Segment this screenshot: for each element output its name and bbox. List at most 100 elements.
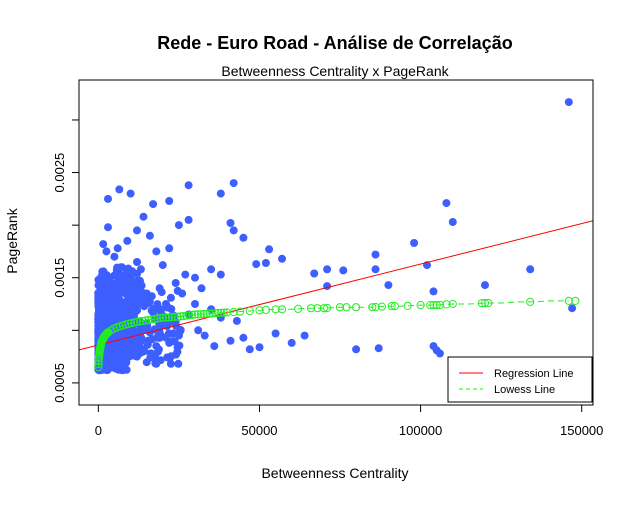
axes: 0 50000 100000 150000 0.0005 0.0015 0.0025 (52, 79, 603, 438)
data-point (323, 265, 332, 274)
data-point (115, 185, 124, 194)
data-point (371, 250, 380, 259)
lowess-point (477, 299, 486, 308)
lowess-point (571, 296, 580, 305)
data-point (104, 277, 113, 285)
data-point (371, 265, 380, 274)
chart-subtitle: Betweenness Centrality x PageRank (221, 63, 449, 79)
data-point (429, 287, 438, 296)
lowess-point (127, 319, 136, 328)
lowess-point (435, 300, 444, 309)
lowess-point (271, 305, 280, 314)
data-point (184, 215, 193, 224)
data-point (323, 282, 332, 291)
data-point (165, 244, 174, 253)
data-point (278, 254, 286, 263)
data-point (96, 288, 105, 297)
data-point (149, 304, 158, 313)
data-point (146, 353, 155, 362)
data-point (173, 347, 182, 356)
data-point (139, 212, 148, 221)
data-point (110, 314, 119, 323)
lowess-point (211, 309, 220, 318)
data-point (129, 349, 137, 358)
lowess-point (294, 304, 303, 313)
data-point (207, 265, 216, 274)
lowess-point (564, 296, 573, 305)
data-point (107, 283, 116, 292)
data-point (105, 345, 114, 354)
data-point (255, 343, 264, 352)
data-point (110, 252, 119, 261)
lowess-point (426, 301, 435, 310)
lowess-point (313, 304, 322, 313)
lowess-point (352, 303, 361, 312)
lowess-point (153, 314, 162, 323)
lowess-point (185, 311, 194, 320)
lowess-point (202, 309, 211, 318)
data-point (102, 247, 111, 256)
data-point (125, 289, 134, 298)
data-point (166, 293, 175, 302)
data-point (124, 264, 133, 273)
legend: Regression Line Lowess Line (447, 356, 593, 403)
data-point (120, 302, 129, 311)
data-point (140, 347, 149, 356)
data-point (200, 331, 209, 340)
data-point (135, 287, 144, 296)
data-point (122, 365, 131, 374)
data-point (232, 316, 241, 325)
data-point (261, 259, 270, 267)
data-point (98, 318, 107, 327)
x-tick-label: 0 (95, 423, 102, 438)
data-point (145, 298, 154, 307)
lowess-point (193, 310, 202, 319)
data-point (374, 344, 383, 353)
data-point (191, 300, 199, 308)
lowess-point (205, 309, 214, 318)
y-tick-label: 0.0025 (52, 153, 67, 193)
data-point (339, 266, 348, 275)
x-tick-label: 100000 (399, 423, 442, 438)
lowess-point (159, 313, 168, 322)
lowess-point (214, 308, 223, 318)
lowess-point (335, 303, 345, 312)
legend-box (447, 356, 593, 403)
data-point (104, 294, 113, 303)
y-tick-label: 0.0015 (52, 258, 67, 298)
data-point (133, 258, 141, 266)
lowess-point (480, 298, 490, 308)
data-point (126, 189, 135, 198)
data-point (145, 231, 154, 240)
data-point (99, 240, 108, 249)
lowess-point (199, 309, 208, 319)
lowess-point (429, 301, 438, 310)
data-point (152, 247, 161, 256)
lowess-point (132, 317, 142, 326)
data-point (194, 326, 203, 335)
lowess-point (245, 306, 254, 316)
regression-line (79, 220, 593, 351)
data-point (239, 233, 248, 242)
data-point (229, 226, 238, 235)
data-point (106, 307, 114, 316)
data-point (113, 244, 122, 253)
data-point (568, 304, 577, 313)
data-point (116, 314, 125, 323)
data-point (144, 336, 153, 345)
lowess-point (261, 305, 270, 314)
lowess-point (94, 363, 103, 372)
lowess-point (323, 303, 332, 313)
data-point (113, 263, 122, 272)
lowess-point (124, 319, 133, 328)
data-point (133, 340, 142, 349)
lowess-point (208, 309, 217, 318)
lowess-point (403, 301, 412, 310)
lowess-point (130, 318, 139, 327)
data-point (104, 194, 112, 203)
data-point (167, 337, 176, 346)
y-axis-title: PageRank (4, 207, 20, 273)
data-point (173, 286, 182, 295)
x-axis-title: Betweenness Centrality (261, 465, 408, 481)
